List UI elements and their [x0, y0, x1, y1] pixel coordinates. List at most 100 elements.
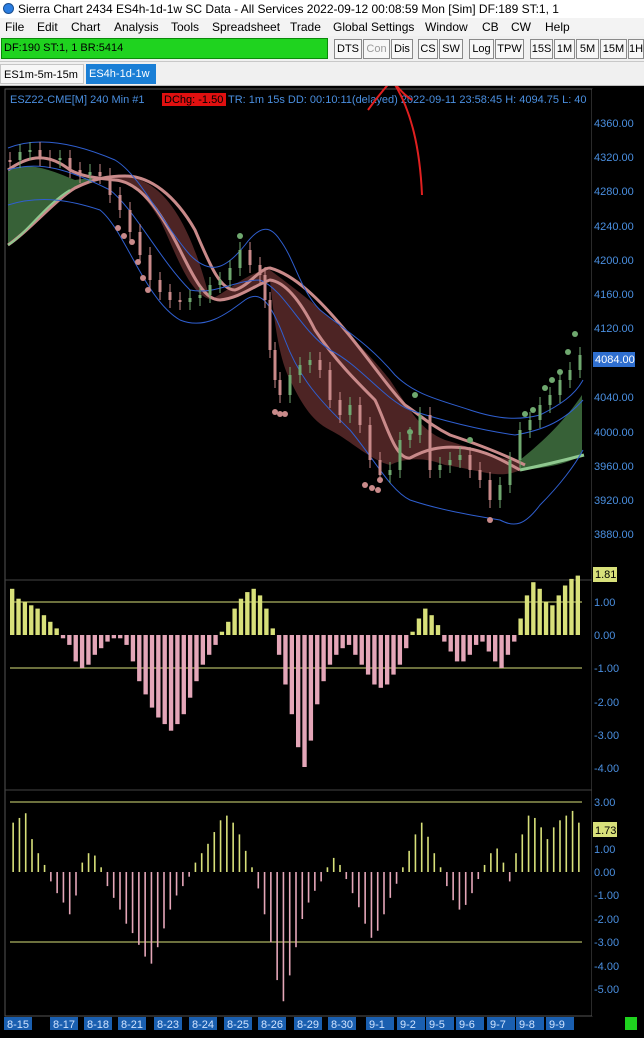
osc1-bar — [162, 635, 167, 725]
osc2-bar — [288, 872, 291, 976]
chartbook-tabs: ES1m-5m-15m ES4h-1d-1w — [0, 62, 644, 86]
osc2-bar — [527, 815, 530, 872]
candle-body — [308, 360, 312, 365]
menu-trade[interactable]: Trade — [290, 20, 321, 34]
menu-tools[interactable]: Tools — [171, 20, 200, 34]
osc1-bar — [518, 618, 523, 635]
interval-1m-button[interactable]: 1M — [554, 39, 575, 59]
candle-body — [98, 172, 102, 176]
osc2-bar — [452, 872, 454, 901]
menu-spreadsheet[interactable]: Spreadsheet — [212, 20, 281, 34]
osc1-bar — [378, 635, 383, 688]
log-button[interactable]: Log — [469, 39, 494, 59]
osc2-bar — [156, 872, 159, 948]
osc2-bar — [251, 867, 253, 872]
osc2-bar — [565, 815, 568, 872]
price-tick-4040: 4040.00 — [594, 392, 634, 404]
candle-body — [228, 268, 232, 280]
osc2-bar — [540, 827, 542, 872]
date-label: 8-17 — [53, 1019, 75, 1031]
osc2-value-label: 1.73 — [595, 825, 616, 837]
price-tick-3920: 3920.00 — [594, 495, 634, 507]
osc2-bar — [276, 872, 278, 981]
candle-body — [198, 295, 202, 298]
osc1-value-label: 1.81 — [595, 569, 616, 581]
date-label-bg — [154, 1017, 182, 1030]
candle-body — [138, 232, 142, 255]
date-axis: 8-15 8-17 8-18 8-21 8-23 8-24 8-25 8-26 8-29 8-30… — [4, 1017, 574, 1031]
menu-global-settings[interactable]: Global Settings — [333, 20, 415, 34]
candle-body — [338, 400, 342, 415]
red-band-main — [110, 176, 520, 475]
date-label: 9-9 — [549, 1019, 565, 1031]
osc2-tick-3: 3.00 — [594, 797, 615, 809]
price-tick-3880: 3880.00 — [594, 529, 634, 541]
tpw-button[interactable]: TPW — [495, 39, 524, 59]
candle-body — [218, 280, 222, 285]
osc1-bar — [219, 631, 225, 635]
osc1-bar — [194, 635, 199, 682]
oscillator-2-pane — [10, 801, 582, 1002]
osc1-bar — [359, 635, 364, 665]
menu-chart[interactable]: Chart — [71, 20, 101, 34]
sw-button[interactable]: SW — [439, 39, 463, 59]
osc2-bar — [119, 872, 121, 910]
osc2-bar — [345, 872, 348, 880]
candle-body — [538, 405, 542, 420]
candle-body — [528, 420, 532, 430]
menu-cw[interactable]: CW — [511, 20, 531, 34]
dchg-badge — [162, 93, 226, 106]
menu-analysis[interactable]: Analysis — [114, 20, 159, 34]
date-label: 9-6 — [459, 1019, 475, 1031]
menu-window[interactable]: Window — [425, 20, 468, 34]
disconnect-button[interactable]: Dis — [391, 39, 413, 59]
menu-file[interactable]: File — [5, 20, 25, 34]
osc1-bar — [73, 635, 78, 662]
date-label-bg — [294, 1017, 322, 1030]
upper-envelope-line — [7, 141, 584, 419]
osc2-bar — [270, 872, 272, 943]
osc1-bar — [124, 635, 129, 645]
tab-es1m-5m-15m[interactable]: ES1m-5m-15m — [0, 64, 84, 84]
osc1-bar — [35, 608, 40, 635]
osc2-bar — [188, 872, 190, 877]
connect-button[interactable]: Con — [363, 39, 390, 59]
osc2-bar — [320, 872, 322, 882]
osc1-histogram — [10, 575, 580, 767]
osc2-bar — [376, 872, 379, 931]
app-icon — [3, 3, 14, 14]
date-label-bg — [258, 1017, 286, 1030]
chart-window[interactable]: ESZ22-CME[M] 240 Min #1 DChg: -1.50 TR: … — [0, 78, 644, 1038]
tab-es4h-1d-1w[interactable]: ES4h-1d-1w — [86, 64, 156, 84]
interval-5m-button[interactable]: 5M — [576, 39, 599, 59]
candle-body — [263, 275, 267, 300]
price-axis: 4360.00 4320.00 4280.00 4240.00 4200.00 … — [593, 118, 635, 541]
menu-cb[interactable]: CB — [482, 20, 499, 34]
candle-body — [558, 380, 562, 395]
osc2-bar — [358, 872, 360, 908]
osc1-bar — [416, 618, 422, 635]
osc2-bar — [94, 855, 96, 872]
mid-line — [7, 165, 584, 436]
osc1-bar — [48, 621, 53, 635]
price-tick-4320: 4320.00 — [594, 152, 634, 164]
cs-button[interactable]: CS — [418, 39, 438, 59]
candle-body — [448, 460, 452, 465]
interval-15m-button[interactable]: 15M — [600, 39, 627, 59]
date-label: 8-18 — [87, 1019, 109, 1031]
band-edge-green-right — [519, 453, 585, 472]
buy-signal-dot — [407, 429, 413, 435]
dts-button[interactable]: DTS — [334, 39, 362, 59]
buy-signal-dot — [530, 407, 536, 413]
sell-signal-dot — [375, 487, 381, 493]
interval-15s-button[interactable]: 15S — [530, 39, 553, 59]
osc1-bar — [448, 635, 453, 652]
chart-status-indicator — [625, 1017, 637, 1030]
sell-signal-dot — [272, 409, 278, 415]
interval-1h-button[interactable]: 1H — [628, 39, 644, 59]
osc1-bar — [308, 635, 314, 741]
menu-edit[interactable]: Edit — [37, 20, 58, 34]
osc1-bar — [397, 635, 403, 665]
menu-help[interactable]: Help — [545, 20, 570, 34]
osc1-bar — [207, 635, 212, 655]
